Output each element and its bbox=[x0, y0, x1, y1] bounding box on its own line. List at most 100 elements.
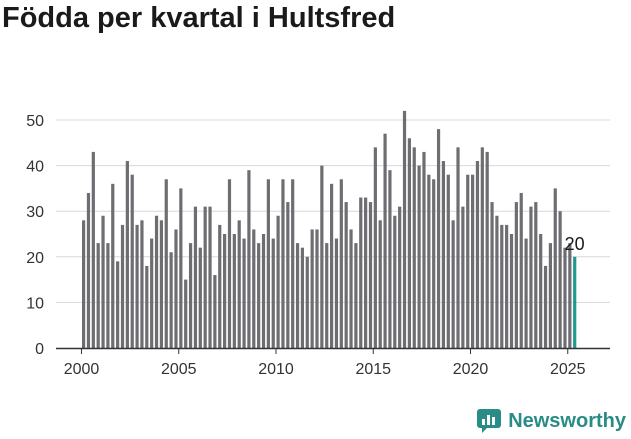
bar bbox=[432, 179, 436, 348]
bar bbox=[130, 174, 134, 348]
bar bbox=[514, 202, 518, 348]
newsworthy-icon bbox=[477, 409, 502, 433]
bar bbox=[422, 151, 426, 348]
bar bbox=[154, 215, 159, 348]
bar bbox=[461, 206, 465, 348]
y-tick-label: 20 bbox=[26, 250, 44, 267]
bar bbox=[509, 234, 514, 348]
bar bbox=[281, 179, 285, 348]
bar bbox=[111, 183, 115, 348]
x-tick-label: 2020 bbox=[453, 361, 489, 378]
bar-latest bbox=[573, 256, 577, 348]
bar bbox=[407, 138, 411, 348]
bar bbox=[242, 238, 246, 348]
bar bbox=[145, 265, 149, 348]
bar bbox=[300, 247, 305, 348]
bar bbox=[106, 243, 110, 348]
bar bbox=[344, 202, 348, 348]
x-tick-label: 2025 bbox=[550, 361, 586, 378]
bar bbox=[339, 179, 343, 348]
bar bbox=[232, 234, 236, 348]
bar bbox=[266, 179, 270, 348]
bar bbox=[563, 247, 567, 348]
bar bbox=[135, 224, 139, 348]
bar bbox=[198, 247, 202, 348]
bar bbox=[548, 243, 552, 348]
bar bbox=[505, 224, 509, 348]
bar bbox=[174, 229, 178, 348]
last-value-label: 20 bbox=[565, 234, 585, 254]
bar bbox=[223, 234, 227, 348]
bar bbox=[320, 165, 324, 348]
bar bbox=[116, 261, 120, 348]
bar bbox=[315, 229, 319, 348]
y-tick-label: 0 bbox=[35, 341, 44, 358]
bar bbox=[446, 174, 450, 348]
chart-title: Födda per kvartal i Hultsfred bbox=[2, 2, 396, 34]
x-tick-label: 2000 bbox=[64, 361, 100, 378]
bar bbox=[451, 220, 455, 348]
bar bbox=[354, 243, 358, 348]
bar bbox=[480, 147, 484, 348]
bar bbox=[441, 161, 446, 348]
bar bbox=[466, 174, 470, 348]
bars bbox=[82, 110, 577, 348]
bar bbox=[101, 215, 105, 348]
y-tick-label: 40 bbox=[26, 159, 44, 176]
bar bbox=[169, 252, 173, 348]
bar bbox=[495, 215, 499, 348]
bar bbox=[412, 147, 416, 348]
y-tick-label: 10 bbox=[26, 295, 44, 312]
bar bbox=[485, 151, 489, 348]
bar bbox=[543, 265, 548, 348]
bar bbox=[524, 238, 528, 348]
bar bbox=[120, 224, 125, 348]
bar bbox=[558, 211, 562, 348]
bar bbox=[291, 179, 295, 348]
bar bbox=[334, 238, 339, 348]
bar bbox=[539, 234, 543, 348]
bar bbox=[393, 215, 397, 348]
bar bbox=[150, 238, 154, 348]
bar bbox=[383, 133, 387, 348]
bar bbox=[252, 229, 256, 348]
bar bbox=[519, 192, 523, 348]
brand-name: Newsworthy bbox=[508, 409, 626, 432]
bar bbox=[188, 243, 193, 348]
bar bbox=[349, 229, 353, 348]
bar bbox=[91, 151, 95, 348]
bar bbox=[237, 220, 241, 348]
bar bbox=[276, 215, 280, 348]
bar bbox=[227, 179, 232, 348]
bar bbox=[203, 206, 207, 348]
newsworthy-logo: Newsworthy bbox=[476, 408, 626, 434]
bar bbox=[534, 202, 538, 348]
bar bbox=[529, 206, 533, 348]
bar bbox=[500, 224, 504, 348]
bar bbox=[213, 275, 217, 348]
bar bbox=[364, 197, 368, 348]
bar bbox=[475, 161, 480, 348]
bar bbox=[398, 206, 402, 348]
bar bbox=[140, 220, 144, 348]
bar bbox=[184, 279, 188, 348]
bar bbox=[257, 243, 261, 348]
bar bbox=[490, 202, 494, 348]
bar bbox=[86, 192, 91, 348]
bar bbox=[125, 161, 129, 348]
bar bbox=[368, 202, 373, 348]
bar bbox=[164, 179, 168, 348]
bar bbox=[568, 243, 572, 348]
bar bbox=[218, 224, 222, 348]
bar bbox=[295, 243, 300, 348]
bar bbox=[402, 110, 407, 348]
bar bbox=[436, 129, 441, 348]
bar bbox=[388, 170, 392, 348]
y-tick-label: 50 bbox=[26, 113, 44, 130]
bar bbox=[456, 147, 460, 348]
bar bbox=[359, 197, 363, 348]
y-axis-ticks: 0 10 20 30 40 50 bbox=[26, 113, 44, 358]
bar bbox=[417, 165, 421, 348]
bar bbox=[553, 188, 557, 348]
